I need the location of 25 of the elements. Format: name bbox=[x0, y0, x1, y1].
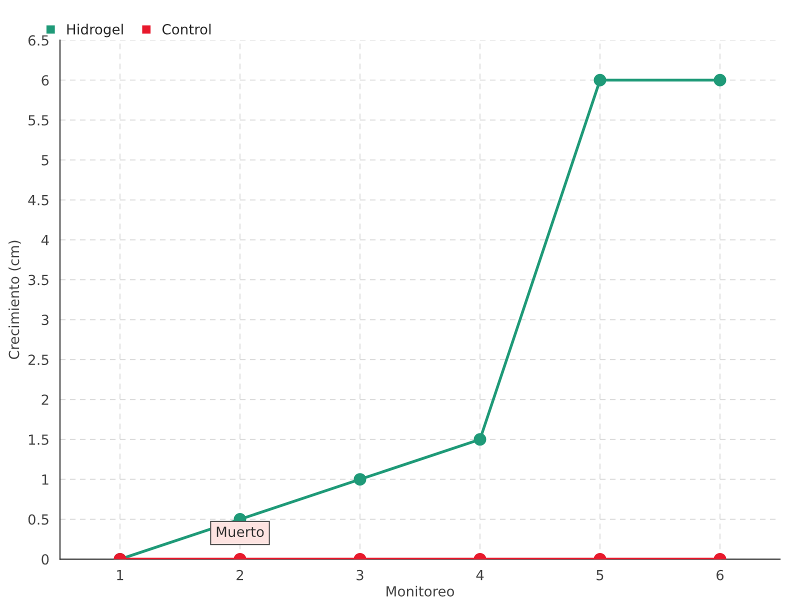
x-tick-label: 3 bbox=[356, 570, 364, 580]
y-tick-label: 2 bbox=[42, 394, 48, 405]
y-tick-label: 3.5 bbox=[28, 274, 48, 286]
y-tick-label: 1.5 bbox=[29, 434, 48, 445]
y-tick-label: 5 bbox=[42, 155, 48, 166]
x-tick-label: 4 bbox=[476, 570, 484, 580]
y-tick-label: 5.5 bbox=[28, 115, 48, 126]
x-axis-title: Monitoreo bbox=[386, 586, 454, 597]
x-tick-label: 1 bbox=[117, 570, 124, 580]
y-tick-label: 3 bbox=[42, 314, 48, 326]
y-axis-title: Crecimiento (cm) bbox=[8, 240, 21, 360]
y-tick-label: 4 bbox=[41, 234, 49, 246]
legend-label: Control bbox=[162, 24, 211, 35]
y-tick-label: 1 bbox=[42, 474, 48, 485]
x-tick-label: 2 bbox=[236, 570, 244, 580]
x-tick-label: 5 bbox=[596, 570, 604, 580]
annotation: Muerto bbox=[216, 526, 264, 538]
y-tick-label: 6.5 bbox=[28, 35, 48, 46]
x-tick-label: 6 bbox=[716, 570, 724, 580]
y-tick-label: 0 bbox=[42, 554, 49, 565]
legend-label: Hidrogel bbox=[67, 24, 123, 38]
y-tick-label: 6 bbox=[42, 75, 49, 86]
y-tick-label: 4.5 bbox=[28, 195, 48, 206]
y-tick-label: 0.5 bbox=[28, 514, 48, 525]
y-tick-label: 2.5 bbox=[28, 354, 48, 366]
